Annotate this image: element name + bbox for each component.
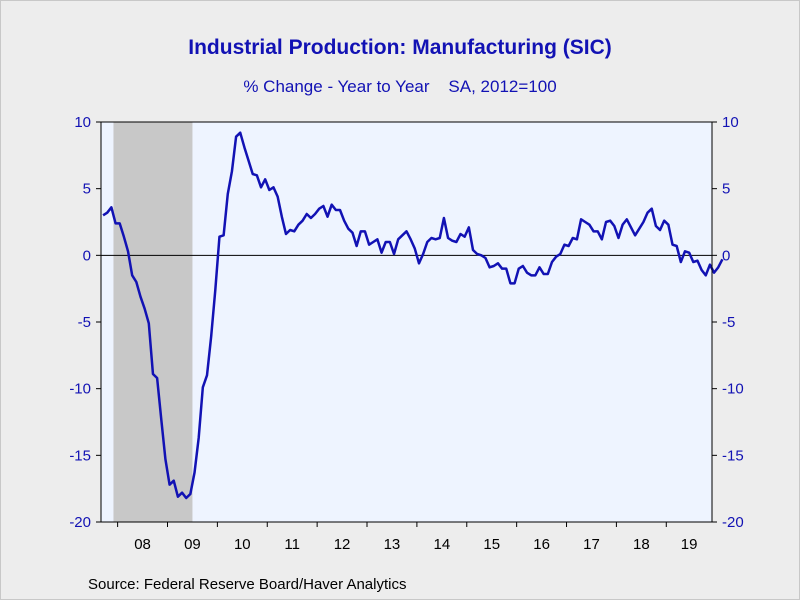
axis-ticks [96,121,717,527]
x-tick-label: 17 [583,536,600,553]
x-tick-label: 18 [633,536,650,553]
y-tick-label-right: 10 [722,114,739,131]
x-tick-label: 11 [284,536,300,553]
x-tick-label: 13 [384,536,401,553]
y-tick-label-left: -10 [69,381,91,398]
series-line [102,131,724,500]
y-tick-label-right: -15 [722,447,744,464]
y-tick-label-right: 5 [722,181,730,198]
chart-title: Industrial Production: Manufacturing (SI… [188,36,612,59]
x-tick-label: 14 [433,536,450,553]
y-axis-right-labels: 10 5 0 -5 -10 -15 -20 [722,114,744,531]
y-tick-label-left: -20 [69,514,91,531]
x-tick-label: 16 [533,536,550,553]
y-tick-label-right: -20 [722,514,744,531]
y-tick-label-left: 10 [74,114,91,131]
x-tick-label: 15 [483,536,500,553]
recession-shading [113,122,193,522]
chart-subtitle: % Change - Year to Year SA, 2012=100 [243,77,557,96]
x-axis-labels: 08 09 10 11 12 13 14 15 16 17 18 19 [134,536,697,553]
x-tick-label: 08 [134,536,151,553]
x-tick-label: 10 [234,536,251,553]
source-note: Source: Federal Reserve Board/Haver Anal… [88,576,407,593]
y-tick-label-left: -5 [78,314,91,331]
x-tick-label: 09 [184,536,201,553]
x-tick-label: 12 [334,536,351,553]
y-tick-label-left: 5 [83,181,91,198]
y-axis-left-labels: 10 5 0 -5 -10 -15 -20 [69,114,91,531]
y-tick-label-left: 0 [83,247,91,264]
y-tick-label-right: -5 [722,314,735,331]
plot-area [101,122,712,522]
y-tick-label-right: 0 [722,247,730,264]
y-tick-label-left: -15 [69,447,91,464]
plot-border [100,121,713,523]
y-tick-label-right: -10 [722,381,744,398]
x-tick-label: 19 [681,536,698,553]
